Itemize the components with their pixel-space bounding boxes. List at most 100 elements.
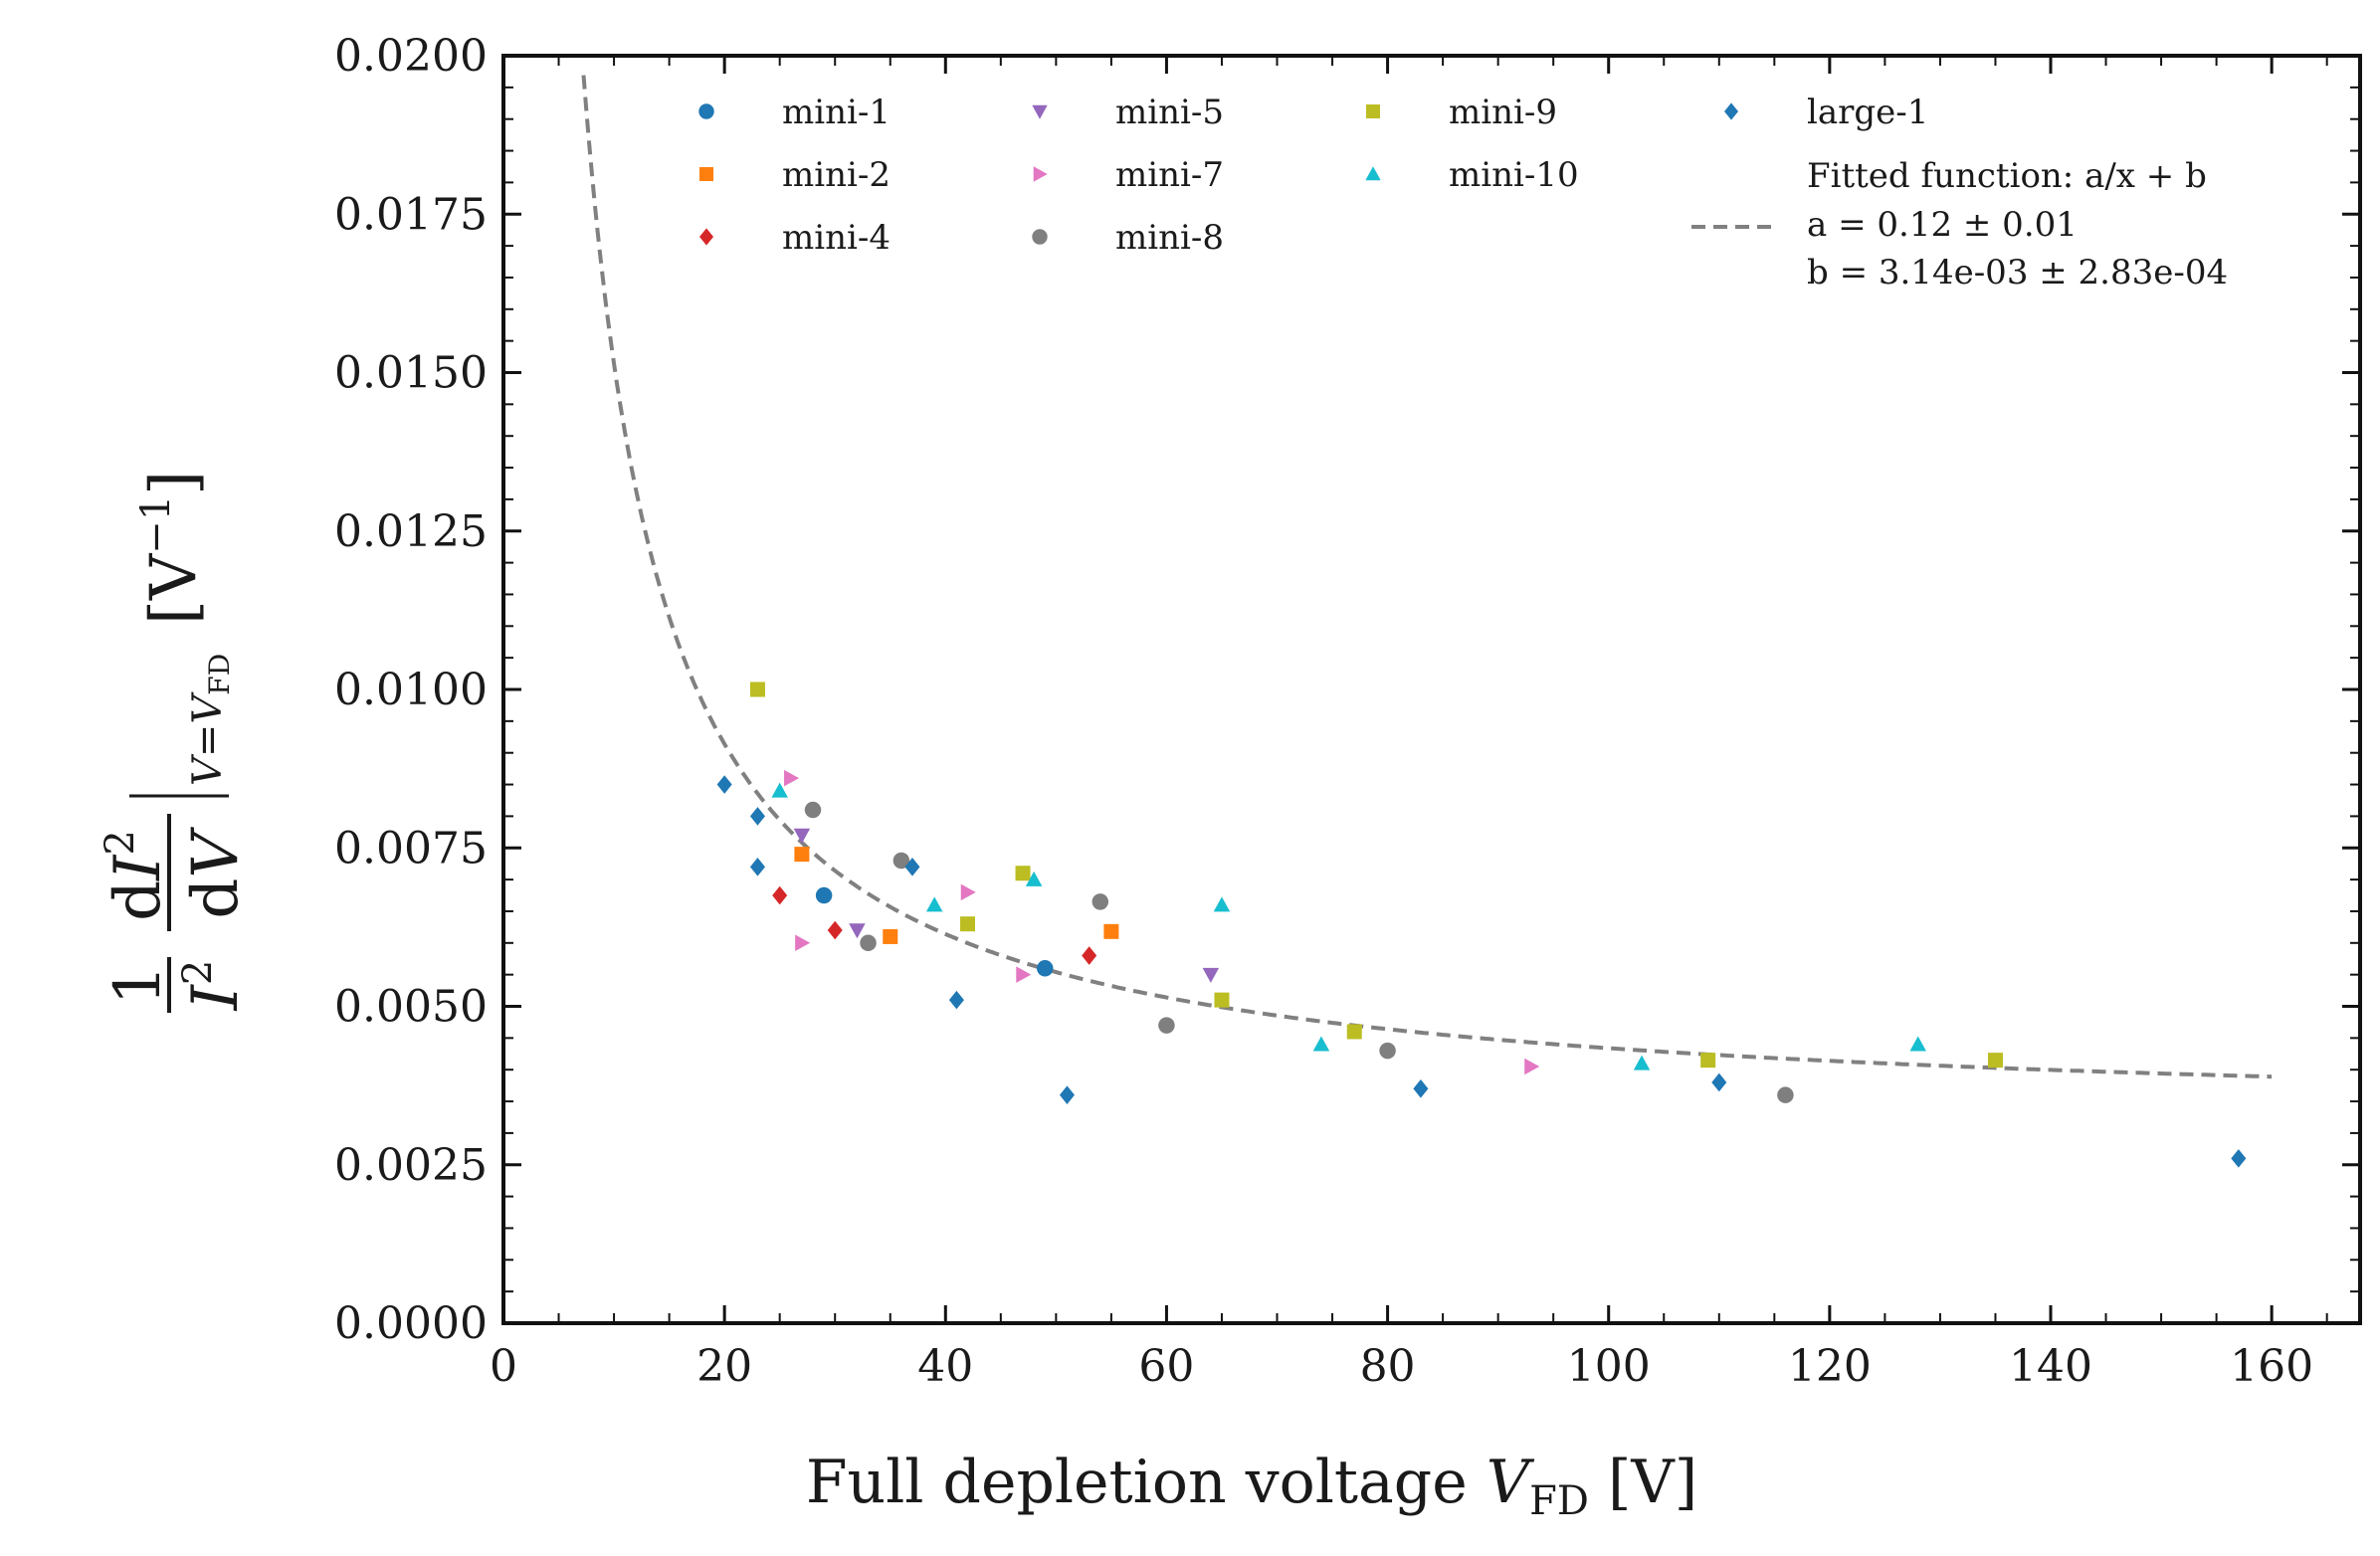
data-point-mini-10 xyxy=(1025,871,1043,886)
data-point-mini-2 xyxy=(1103,923,1119,939)
svg-text:dI2: dI2 xyxy=(98,830,175,921)
data-point-large-1 xyxy=(749,858,765,876)
data-point-mini-7 xyxy=(1016,966,1032,983)
legend-entry-large-1: large-1 xyxy=(1724,93,1928,132)
series-mini-1 xyxy=(815,886,1054,977)
data-point-large-1 xyxy=(749,807,765,826)
svg-text:I2: I2 xyxy=(175,960,253,1012)
legend-marker-large-1 xyxy=(1724,102,1738,120)
data-point-mini-4 xyxy=(772,885,788,905)
data-point-mini-8 xyxy=(804,801,822,819)
x-tick-label: 100 xyxy=(1567,1341,1651,1392)
data-point-mini-9 xyxy=(1346,1024,1362,1040)
data-point-mini-10 xyxy=(771,782,788,798)
data-point-mini-9 xyxy=(749,681,765,697)
legend-label-mini-10: mini-10 xyxy=(1449,155,1579,195)
y-axis-title: 1 I2 dI2 dV V=VFD [V−1] xyxy=(98,471,253,1013)
data-point-mini-8 xyxy=(1091,893,1109,910)
legend-marker-mini-9 xyxy=(1366,104,1380,118)
data-point-large-1 xyxy=(2231,1149,2247,1168)
x-tick-label: 80 xyxy=(1360,1341,1416,1392)
data-point-mini-9 xyxy=(960,916,975,932)
data-point-mini-8 xyxy=(1379,1042,1396,1060)
data-point-large-1 xyxy=(1711,1072,1727,1092)
x-tick-label: 0 xyxy=(490,1341,517,1392)
legend-label-mini-4: mini-4 xyxy=(782,218,891,258)
y-tick-label: 0.0175 xyxy=(334,189,488,240)
legend-marker-mini-2 xyxy=(699,167,713,181)
legend-entry-fit: Fitted function: a/x + b a = 0.12 ± 0.01 b… xyxy=(1691,156,2228,292)
legend-marker-mini-5 xyxy=(1032,104,1048,119)
legend-fit-a: a = 0.12 ± 0.01 xyxy=(1807,205,2078,245)
y-tick-label: 0.0025 xyxy=(334,1140,488,1191)
x-axis-title-main: Full depletion voltage xyxy=(806,1448,1487,1517)
legend-label-mini-2: mini-2 xyxy=(782,155,891,195)
data-point-mini-10 xyxy=(1312,1036,1330,1052)
legend-marker-mini-1 xyxy=(698,103,714,119)
svg-text:1: 1 xyxy=(101,965,175,1006)
y-tick-label: 0.0200 xyxy=(334,31,488,82)
y-tick-label: 0.0150 xyxy=(334,348,488,399)
data-point-mini-2 xyxy=(883,928,898,944)
legend-entry-mini-10: mini-10 xyxy=(1365,155,1579,195)
data-point-mini-7 xyxy=(1524,1058,1540,1075)
data-point-mini-4 xyxy=(1082,946,1097,965)
series-mini-2 xyxy=(794,847,1119,944)
legend-entry-mini-1: mini-1 xyxy=(698,93,891,132)
legend-entry-mini-5: mini-5 xyxy=(1032,93,1224,132)
x-tick-label: 160 xyxy=(2230,1341,2313,1392)
x-axis-title-unit: [V] xyxy=(1589,1448,1697,1517)
x-axis-title: Full depletion voltage VFD [V] xyxy=(806,1448,1697,1524)
data-point-mini-9 xyxy=(1987,1053,2003,1069)
data-point-mini-10 xyxy=(1213,896,1231,912)
legend-label-mini-9: mini-9 xyxy=(1449,93,1557,132)
legend-label-mini-8: mini-8 xyxy=(1115,218,1224,258)
x-tick-label: 60 xyxy=(1138,1341,1194,1392)
legend-label-mini-1: mini-1 xyxy=(782,93,891,132)
data-point-mini-10 xyxy=(1633,1055,1651,1070)
series-mini-7 xyxy=(784,769,1540,1075)
legend-label-mini-5: mini-5 xyxy=(1115,93,1224,132)
legend-entry-mini-7: mini-7 xyxy=(1033,155,1224,195)
data-point-mini-1 xyxy=(815,886,833,904)
legend-entry-mini-2: mini-2 xyxy=(699,155,891,195)
x-tick-label: 40 xyxy=(917,1341,973,1392)
data-point-large-1 xyxy=(904,858,920,876)
svg-text:dV: dV xyxy=(179,827,253,919)
series-mini-5 xyxy=(793,828,1220,983)
legend-marker-mini-8 xyxy=(1032,229,1048,245)
data-point-mini-2 xyxy=(794,847,810,863)
x-axis-title-sub: FD xyxy=(1529,1478,1589,1524)
x-tick-label: 20 xyxy=(696,1341,752,1392)
data-point-mini-7 xyxy=(795,934,811,952)
data-point-mini-9 xyxy=(1214,992,1230,1008)
data-point-large-1 xyxy=(716,775,732,794)
data-point-mini-7 xyxy=(960,883,976,901)
plot-frame xyxy=(501,54,2362,1325)
legend-label-large-1: large-1 xyxy=(1807,93,1928,132)
x-tick-label: 140 xyxy=(2009,1341,2092,1392)
legend-entry-mini-8: mini-8 xyxy=(1032,218,1224,258)
data-point-mini-1 xyxy=(1037,960,1054,977)
series-mini-4 xyxy=(772,885,1097,965)
x-tick-label: 120 xyxy=(1788,1341,1872,1392)
series-mini-10 xyxy=(771,782,1926,1070)
series-mini-8 xyxy=(804,801,1794,1103)
legend-marker-mini-10 xyxy=(1365,166,1381,181)
legend-marker-mini-4 xyxy=(699,228,713,246)
data-point-mini-9 xyxy=(1015,866,1031,881)
data-point-mini-5 xyxy=(793,828,811,844)
legend-entry-mini-9: mini-9 xyxy=(1366,93,1557,132)
y-tick-label: 0.0075 xyxy=(334,823,488,874)
legend: mini-1 mini-2 mini-4 mini-5 mini-7 mini-8 mini… xyxy=(698,93,2228,292)
data-point-mini-8 xyxy=(1777,1086,1794,1103)
data-point-mini-5 xyxy=(1202,967,1220,983)
data-point-mini-8 xyxy=(892,852,910,870)
data-point-large-1 xyxy=(948,990,964,1010)
y-tick-label: 0.0125 xyxy=(334,506,488,557)
data-point-mini-5 xyxy=(849,923,866,939)
y-tick-label: 0.0100 xyxy=(334,665,488,715)
data-point-mini-7 xyxy=(784,769,800,787)
data-point-mini-8 xyxy=(860,934,877,952)
